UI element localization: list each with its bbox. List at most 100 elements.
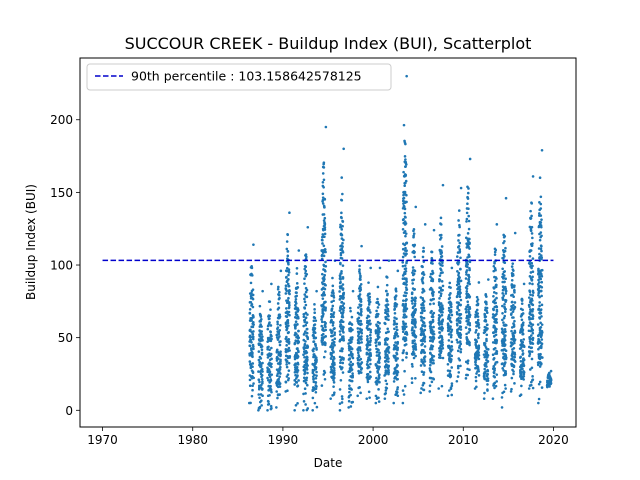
data-point [338,408,342,412]
data-point [378,373,381,377]
data-point [530,202,534,205]
data-point [458,250,462,253]
data-point [459,256,462,260]
data-point [492,365,496,368]
data-point [411,326,414,329]
data-point [522,321,525,324]
data-point [475,308,479,312]
data-point [396,377,399,381]
data-point [530,261,534,265]
data-point [438,321,441,324]
data-point [332,315,335,319]
data-point [356,327,360,330]
data-point [260,317,263,321]
data-point [504,356,508,359]
data-point [502,316,506,320]
data-point [405,74,408,78]
data-point [422,388,426,392]
data-point [538,328,542,332]
data-point [430,380,434,384]
data-point [404,315,408,318]
data-point [340,349,344,353]
data-point [394,305,398,308]
data-point [450,393,454,397]
data-point [402,196,406,200]
data-point [338,388,342,391]
data-point [296,347,299,350]
data-point [270,357,273,361]
data-point [405,200,408,204]
data-point [296,369,300,372]
data-point [314,344,317,347]
data-point [510,300,514,304]
data-point [321,338,325,342]
data-point [279,365,282,369]
data-point [251,305,255,309]
data-point [531,275,534,279]
data-point [403,243,407,247]
data-point [495,360,499,364]
data-point [405,352,409,356]
data-point [324,250,327,254]
data-point [332,381,336,384]
data-point [458,241,462,245]
data-point [278,290,281,294]
data-point [521,308,524,312]
data-point [258,335,262,338]
data-point [441,318,445,322]
data-point [450,348,454,351]
data-point [288,349,291,352]
data-point [260,373,264,377]
data-point [467,273,471,277]
data-point [414,296,418,300]
data-point [474,310,478,314]
data-point [368,295,372,299]
data-point [459,313,463,316]
data-point [330,307,334,310]
data-point [549,381,553,385]
data-point [270,390,273,394]
data-point [351,336,354,339]
data-point [476,315,480,318]
data-point [438,297,441,300]
data-point [450,313,454,317]
data-point [459,298,463,302]
data-point [270,346,273,350]
data-point [420,311,424,315]
data-point [475,295,479,299]
data-point [333,327,336,330]
data-point [401,358,404,362]
data-point [530,279,534,282]
data-point [248,312,252,315]
data-point [450,366,454,369]
data-point [504,323,508,327]
data-point [501,267,504,271]
data-point [466,265,469,269]
data-point [287,310,291,314]
data-point [538,317,542,320]
data-point [438,290,441,294]
data-point [259,320,262,323]
data-point [248,384,252,388]
data-point [385,382,389,386]
data-point [465,269,469,272]
data-point [509,390,513,393]
data-point [504,307,507,311]
data-point [432,290,435,294]
data-point [377,348,380,352]
data-point [305,327,309,331]
data-point [539,308,543,311]
data-point [350,323,354,326]
data-point [449,292,452,295]
data-point [422,321,426,325]
data-point [268,317,271,320]
data-point [405,307,409,310]
data-point [324,328,328,332]
data-point [338,290,341,293]
data-point [522,378,525,381]
data-point [260,348,264,352]
data-point [504,196,508,200]
data-point [261,361,264,365]
data-point [486,369,490,373]
